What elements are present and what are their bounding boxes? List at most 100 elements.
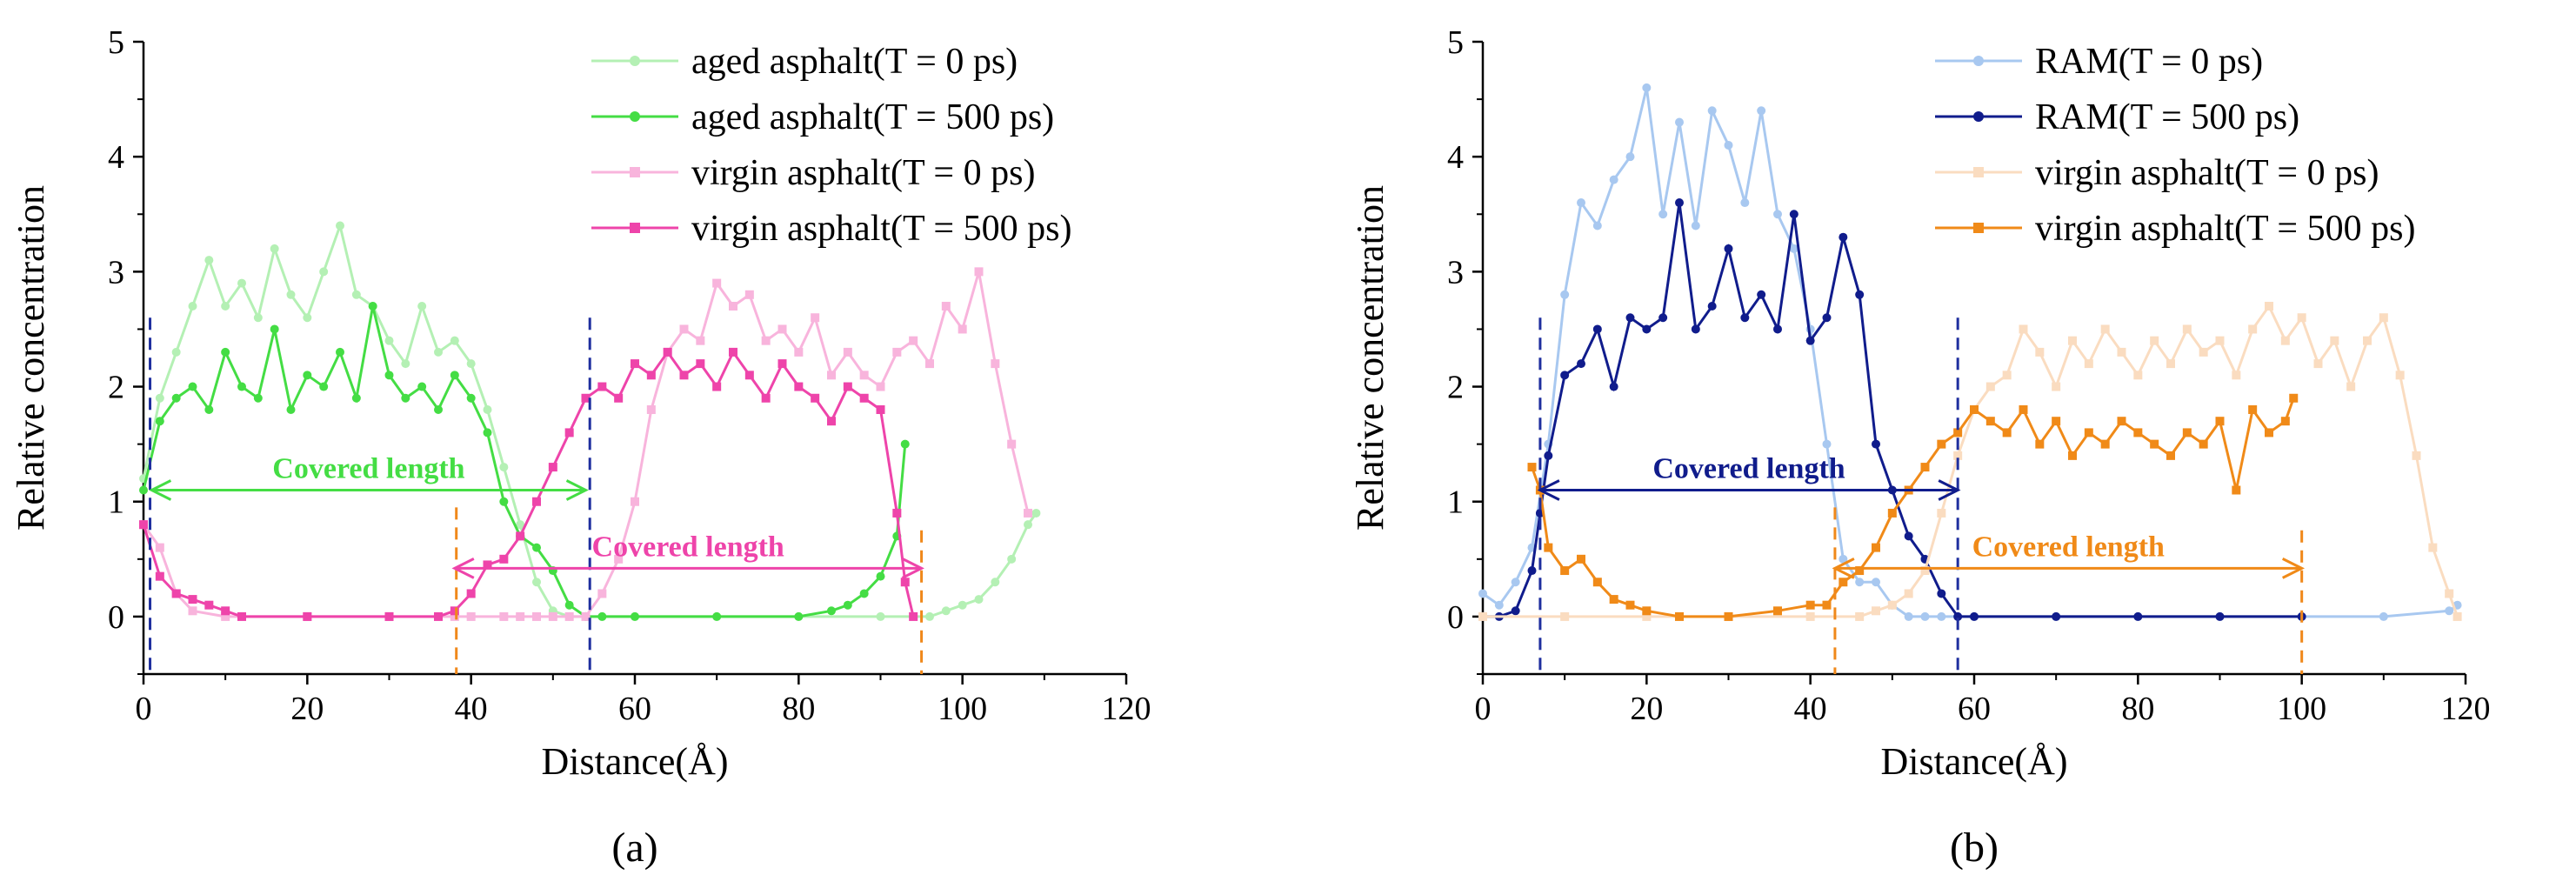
data-point	[827, 606, 836, 616]
data-point	[1855, 566, 1865, 576]
data-point	[483, 428, 492, 437]
panel-label: (b)	[1950, 825, 1999, 871]
data-point	[2133, 371, 2143, 380]
legend-marker	[1973, 223, 1984, 233]
data-point	[516, 520, 525, 530]
y-tick-label: 1	[108, 484, 124, 521]
data-point	[991, 359, 1000, 369]
data-point	[1773, 324, 1782, 334]
data-point	[155, 393, 164, 403]
arrow-head-right	[1938, 479, 1961, 501]
data-point	[1560, 566, 1570, 576]
data-point	[1724, 140, 1733, 150]
data-point	[1920, 463, 1930, 472]
data-point	[1658, 313, 1668, 323]
data-point	[2035, 439, 2045, 449]
data-point	[597, 589, 607, 598]
series-line	[142, 271, 1030, 618]
data-point	[1478, 589, 1487, 598]
legend: RAM(T = 0 ps) RAM(T = 500 ps) virgin aspha…	[1935, 42, 2415, 249]
legend-marker	[630, 111, 640, 122]
data-point	[2002, 371, 2012, 380]
data-point	[1789, 244, 1799, 253]
y-tick-label: 1	[1447, 484, 1464, 521]
data-point	[1887, 508, 1897, 518]
legend-marker	[630, 167, 640, 177]
data-point	[1675, 117, 1684, 127]
legend-label: RAM(T = 0 ps)	[2035, 42, 2263, 82]
data-point	[2182, 428, 2192, 437]
data-point	[564, 600, 574, 610]
data-point	[2453, 611, 2462, 621]
data-point	[1707, 302, 1717, 311]
legend-item: virgin asphalt(T = 500 ps)	[1935, 209, 2415, 249]
data-point	[434, 611, 443, 621]
data-point	[794, 347, 804, 357]
x-tick-label: 80	[2121, 691, 2154, 727]
data-point	[2052, 382, 2061, 391]
data-point	[1544, 451, 1553, 460]
data-point	[2068, 336, 2077, 345]
data-point	[2232, 485, 2241, 495]
data-point	[1609, 595, 1618, 604]
data-point	[1577, 198, 1585, 208]
data-point	[1839, 554, 1848, 564]
covered-length-annotation: Covered length	[149, 453, 589, 501]
x-tick-label: 20	[290, 691, 324, 727]
data-point	[204, 256, 214, 265]
data-point	[188, 382, 197, 391]
data-point	[221, 611, 230, 621]
data-point	[1691, 324, 1700, 334]
x-tick-label: 120	[2441, 691, 2491, 727]
legend-marker	[630, 56, 640, 66]
legend-label: virgin asphalt(T = 0 ps)	[691, 153, 1035, 193]
legend-label: virgin asphalt(T = 500 ps)	[691, 209, 1071, 249]
data-point	[794, 382, 804, 391]
data-point	[1691, 221, 1700, 230]
data-point	[2084, 428, 2093, 437]
data-point	[729, 302, 737, 311]
series-1	[139, 302, 910, 621]
legend-label: RAM(T = 500 ps)	[2035, 97, 2299, 137]
panel-a: 0 20 40 60 80 100 120 0 1 2 3 4 5 Distance(Å) Relative…	[10, 24, 1151, 871]
data-point	[2199, 347, 2208, 357]
legend-item: aged asphalt(T = 0 ps)	[591, 42, 1018, 82]
x-tick-label: 100	[2277, 691, 2326, 727]
data-point	[2133, 428, 2143, 437]
legend-marker	[630, 223, 640, 233]
data-point	[1872, 543, 1880, 552]
data-point	[2215, 417, 2225, 426]
legend-item: aged asphalt(T = 500 ps)	[591, 97, 1054, 137]
legend-item: virgin asphalt(T = 500 ps)	[591, 209, 1071, 249]
data-point	[696, 359, 705, 369]
data-point	[1592, 324, 1602, 334]
arrow-head-left	[149, 479, 172, 501]
data-point	[1658, 210, 1668, 219]
data-point	[2150, 336, 2159, 345]
data-point	[909, 611, 918, 621]
data-point	[761, 393, 771, 403]
data-point	[303, 611, 312, 621]
data-point	[532, 543, 541, 552]
data-point	[450, 371, 459, 380]
data-point	[581, 393, 591, 403]
data-point	[777, 324, 787, 334]
data-point	[417, 382, 427, 391]
data-point	[794, 611, 804, 621]
data-point	[1985, 382, 1995, 391]
data-point	[991, 578, 1000, 587]
data-point	[2412, 451, 2421, 460]
data-point	[2117, 417, 2126, 426]
data-point	[1675, 611, 1684, 621]
data-point	[2182, 324, 2192, 334]
data-point	[1478, 611, 1487, 621]
y-tick-label: 4	[1447, 139, 1464, 176]
data-point	[188, 595, 197, 604]
data-point	[1511, 606, 1520, 616]
data-point	[958, 600, 967, 610]
data-point	[1577, 359, 1585, 369]
y-tick-label: 5	[1447, 24, 1464, 61]
data-point	[2289, 393, 2299, 403]
legend-label: aged asphalt(T = 500 ps)	[691, 97, 1054, 137]
